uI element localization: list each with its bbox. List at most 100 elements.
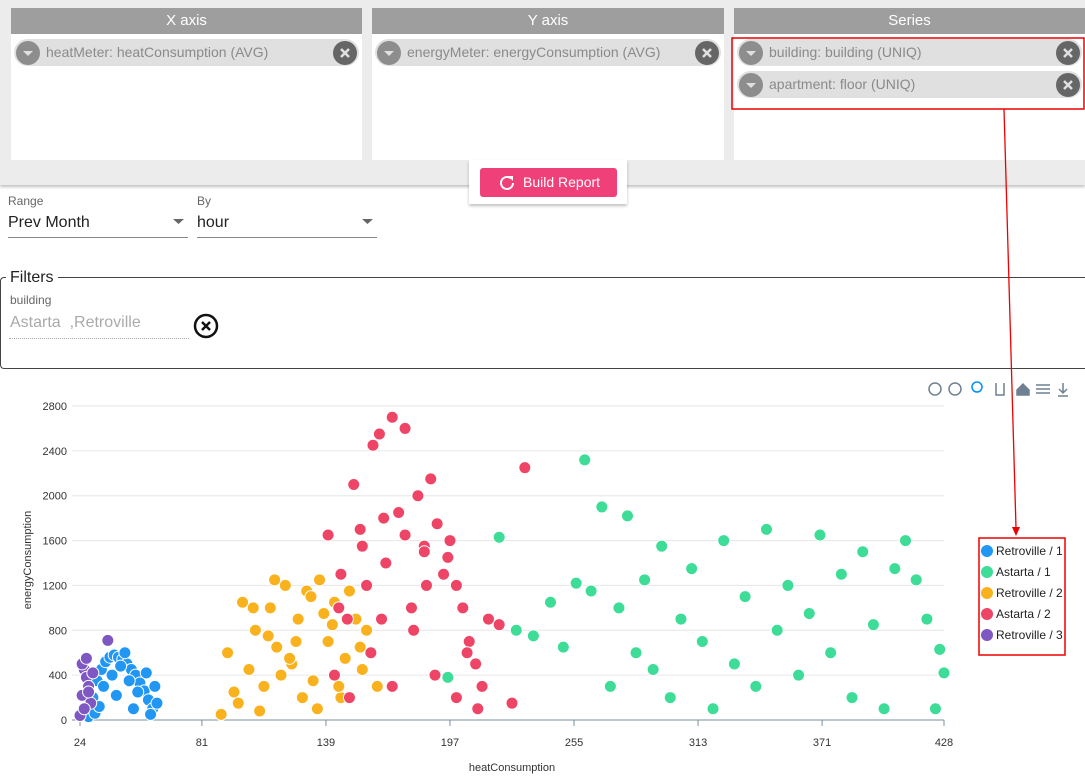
zoom-out-icon[interactable] bbox=[948, 382, 962, 396]
point bbox=[663, 691, 677, 705]
point bbox=[456, 601, 470, 615]
y-tick-label: 800 bbox=[49, 625, 67, 637]
point bbox=[578, 453, 592, 467]
point bbox=[638, 573, 652, 587]
legend-label: Retroville / 3 bbox=[996, 628, 1063, 642]
point bbox=[355, 539, 369, 553]
point bbox=[437, 567, 451, 581]
point bbox=[492, 618, 506, 632]
remove-icon[interactable] bbox=[1055, 72, 1081, 98]
point bbox=[364, 646, 378, 660]
point bbox=[144, 707, 158, 721]
point bbox=[274, 668, 288, 682]
point bbox=[366, 438, 380, 452]
filter-value[interactable]: Astarta ,Retroville bbox=[10, 314, 141, 331]
button-label: Build Report bbox=[523, 174, 601, 190]
point bbox=[372, 427, 386, 441]
legend-marker bbox=[981, 545, 993, 557]
build-report-button[interactable]: Build Report bbox=[480, 168, 617, 197]
point bbox=[355, 663, 369, 677]
point bbox=[419, 578, 433, 592]
chip[interactable]: apartment: floor (UNIQ) bbox=[737, 71, 1082, 98]
remove-icon[interactable] bbox=[694, 40, 720, 66]
point bbox=[706, 702, 720, 716]
point bbox=[79, 651, 93, 665]
point bbox=[353, 522, 367, 536]
point bbox=[360, 623, 374, 637]
point bbox=[332, 679, 346, 693]
point bbox=[379, 556, 393, 570]
x-tick-label: 371 bbox=[813, 737, 831, 749]
point bbox=[295, 691, 309, 705]
range-label: Range bbox=[8, 194, 44, 208]
by-label: By bbox=[197, 194, 212, 208]
chip-label: energyMeter: energyConsumption (AVG) bbox=[407, 44, 661, 60]
filters-box: Filters building Astarta ,Retroville bbox=[0, 269, 1085, 369]
point bbox=[310, 702, 324, 716]
column-header: X axis bbox=[11, 8, 362, 34]
filters-legend: Filters bbox=[6, 269, 58, 287]
legend-label: Retroville / 1 bbox=[996, 544, 1063, 558]
point bbox=[449, 578, 463, 592]
y-axis-column: Y axis energyMeter: energyConsumption (A… bbox=[372, 8, 724, 160]
point bbox=[612, 601, 626, 615]
point bbox=[126, 702, 140, 716]
dropdown-icon[interactable] bbox=[738, 72, 764, 98]
point bbox=[866, 618, 880, 632]
point bbox=[114, 659, 128, 673]
point bbox=[475, 679, 489, 693]
dropdown-icon[interactable] bbox=[738, 40, 764, 66]
zoom-in-icon[interactable] bbox=[928, 382, 942, 396]
point bbox=[236, 595, 250, 609]
point bbox=[248, 623, 262, 637]
x-tick-label: 313 bbox=[689, 737, 707, 749]
legend-marker bbox=[981, 566, 993, 578]
pan-icon[interactable] bbox=[995, 383, 1005, 396]
series-column: Series building: building (UNIQ) apartme… bbox=[734, 8, 1085, 160]
y-tick-label: 0 bbox=[61, 715, 67, 727]
point bbox=[603, 679, 617, 693]
by-value[interactable]: hour bbox=[197, 214, 230, 231]
point bbox=[227, 685, 241, 699]
point bbox=[738, 590, 752, 604]
point bbox=[342, 691, 356, 705]
point bbox=[424, 472, 438, 486]
point bbox=[109, 688, 123, 702]
legend-label: Retroville / 2 bbox=[996, 586, 1063, 600]
legend-marker bbox=[981, 587, 993, 599]
point bbox=[629, 646, 643, 660]
chip[interactable]: building: building (UNIQ) bbox=[737, 39, 1082, 66]
point bbox=[97, 679, 111, 693]
point bbox=[398, 528, 412, 542]
x-tick-label: 255 bbox=[565, 737, 583, 749]
point bbox=[304, 590, 318, 604]
home-icon[interactable] bbox=[1016, 382, 1030, 396]
x-tick-label: 24 bbox=[74, 737, 86, 749]
point bbox=[139, 666, 153, 680]
point bbox=[717, 534, 731, 548]
clear-filter-icon[interactable] bbox=[193, 313, 219, 339]
range-value[interactable]: Prev Month bbox=[8, 214, 90, 231]
zoom-icon[interactable] bbox=[971, 381, 983, 393]
dropdown-icon[interactable] bbox=[376, 40, 402, 66]
legend-marker bbox=[981, 629, 993, 641]
menu-icon[interactable] bbox=[1036, 384, 1050, 394]
point bbox=[306, 674, 320, 688]
point bbox=[543, 595, 557, 609]
select-underline bbox=[197, 237, 377, 238]
point bbox=[392, 506, 406, 520]
remove-icon[interactable] bbox=[332, 40, 358, 66]
point bbox=[377, 511, 391, 525]
point bbox=[430, 517, 444, 531]
point bbox=[674, 612, 688, 626]
point bbox=[291, 612, 305, 626]
select-underline bbox=[8, 237, 188, 238]
point bbox=[556, 640, 570, 654]
point bbox=[360, 578, 374, 592]
chip[interactable]: energyMeter: energyConsumption (AVG) bbox=[375, 39, 721, 66]
dropdown-icon[interactable] bbox=[15, 40, 41, 66]
chip[interactable]: heatMeter: heatConsumption (AVG) bbox=[14, 39, 359, 66]
download-icon[interactable] bbox=[1058, 383, 1068, 397]
remove-icon[interactable] bbox=[1055, 40, 1081, 66]
point bbox=[321, 635, 335, 648]
